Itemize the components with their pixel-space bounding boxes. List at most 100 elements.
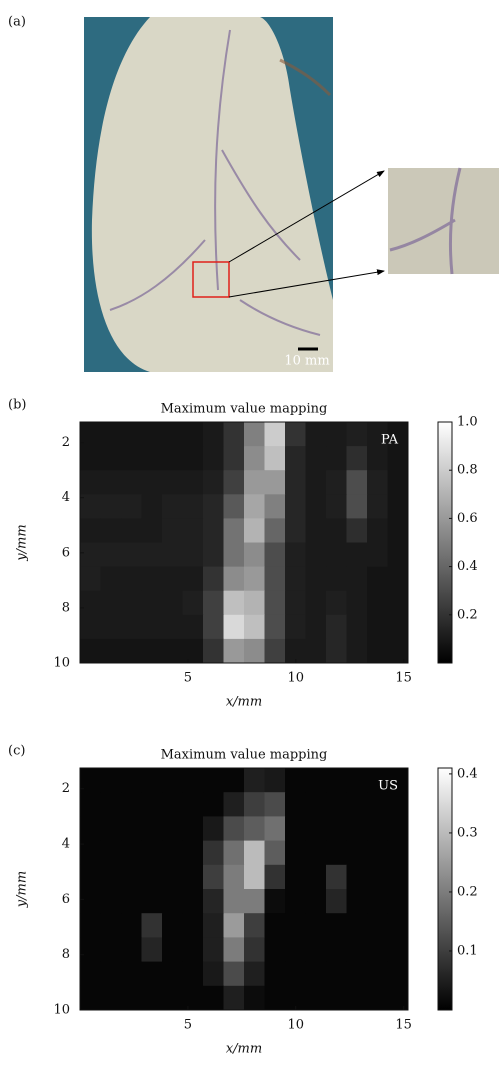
- heatmap-cell: [223, 840, 245, 866]
- heatmap-cell: [182, 422, 204, 447]
- y-tick-label: 8: [62, 947, 70, 962]
- heatmap-cell: [203, 518, 224, 543]
- y-tick-label: 8: [62, 600, 70, 615]
- heatmap-cell: [285, 494, 306, 519]
- heatmap-cell: [141, 889, 163, 914]
- scale-bar-label: 10 mm: [284, 354, 329, 369]
- heatmap-cell: [141, 864, 163, 890]
- heatmap-cell: [80, 566, 101, 592]
- heatmap-cell: [141, 768, 163, 793]
- heatmap-cell: [223, 816, 245, 842]
- heatmap-cell: [305, 864, 327, 890]
- heatmap-cell: [244, 768, 265, 793]
- colorbar: [437, 421, 453, 664]
- heatmap-cell: [141, 446, 163, 471]
- plot-frame: [79, 767, 409, 1011]
- heatmap-cell: [326, 638, 347, 664]
- heatmap-cell: [285, 937, 306, 963]
- heatmap-cell: [244, 889, 265, 914]
- heatmap-cell: [80, 889, 101, 914]
- heatmap-cell: [162, 816, 183, 842]
- heatmap-cell: [305, 638, 327, 664]
- heatmap-cell: [264, 422, 286, 447]
- heatmap-cell: [367, 937, 388, 963]
- heatmap-cell: [346, 470, 368, 495]
- heatmap-cell: [223, 913, 245, 938]
- heatmap-cell: [100, 961, 122, 987]
- colorbar-tick-label: 0.3: [457, 825, 478, 840]
- heatmap-cell: [387, 590, 409, 616]
- heatmap-cell: [285, 590, 306, 616]
- heatmap-cell: [80, 840, 101, 866]
- y-tick-label: 10: [53, 656, 70, 671]
- heatmap-cell: [305, 590, 327, 616]
- heatmap-cell: [162, 542, 183, 568]
- heatmap-cell: [305, 816, 327, 842]
- heatmap-cell: [305, 518, 327, 543]
- heatmap-cell: [182, 889, 204, 914]
- heatmap-cell: [223, 638, 245, 664]
- heatmap-cell: [264, 638, 286, 664]
- heatmap-cell: [80, 590, 101, 616]
- y-tick-label: 6: [62, 892, 70, 907]
- heatmap-cell: [100, 816, 122, 842]
- x-tick-label: 5: [184, 1018, 192, 1033]
- heatmap-cell: [387, 961, 409, 987]
- heatmap-cell: [141, 518, 163, 543]
- heatmap-cell: [326, 816, 347, 842]
- y-axis-label: y/mm: [15, 524, 30, 561]
- heatmap-cell: [346, 566, 368, 592]
- heatmap-cell: [100, 937, 122, 963]
- heatmap-cell: [223, 889, 245, 914]
- heatmap-cell: [285, 816, 306, 842]
- heatmap-cell: [141, 566, 163, 592]
- heatmap-cell: [346, 768, 368, 793]
- heatmap-cell: [285, 542, 306, 568]
- heatmap-cell: [346, 494, 368, 519]
- heatmap-cell: [223, 961, 245, 987]
- heatmap-cell: [141, 961, 163, 987]
- heatmap-cell: [223, 864, 245, 890]
- heatmap-cell: [387, 494, 409, 519]
- heatmap-cell: [182, 518, 204, 543]
- heatmap-cell: [121, 792, 142, 817]
- heatmap-cell: [141, 792, 163, 817]
- heatmap-cell: [162, 792, 183, 817]
- x-tick-label: 15: [395, 671, 412, 686]
- heatmap-cell: [100, 840, 122, 866]
- heatmap-cell: [223, 590, 245, 616]
- heatmap-cell: [121, 816, 142, 842]
- heatmap-cell: [326, 566, 347, 592]
- heatmap-cell: [80, 792, 101, 817]
- heatmap-cell: [203, 590, 224, 616]
- heatmap-cell: [244, 590, 265, 616]
- heatmap-cell: [100, 889, 122, 914]
- heatmap-cell: [285, 566, 306, 592]
- heatmap-cell: [244, 446, 265, 471]
- heatmap-cell: [244, 985, 265, 1011]
- heatmap-cell: [285, 470, 306, 495]
- heatmap-cell: [285, 614, 306, 640]
- heatmap-cell: [141, 840, 163, 866]
- heatmap-cell: [203, 422, 224, 447]
- heatmap-cell: [162, 470, 183, 495]
- heatmap-cell: [162, 985, 183, 1011]
- heatmap-cell: [223, 470, 245, 495]
- heatmap-cell: [121, 864, 142, 890]
- heatmap-cell: [121, 937, 142, 963]
- heatmap-cell: [141, 494, 163, 519]
- heatmap-cell: [387, 864, 409, 890]
- heatmap-cell: [121, 913, 142, 938]
- heatmap-cell: [346, 590, 368, 616]
- heatmap-cell: [285, 792, 306, 817]
- heatmap-cell: [387, 566, 409, 592]
- heatmap-cell: [100, 494, 122, 519]
- heatmap-cell: [326, 985, 347, 1011]
- heatmap-cell: [203, 985, 224, 1011]
- heatmap-cell: [305, 913, 327, 938]
- heatmap-cell: [387, 614, 409, 640]
- heatmap-cell: [141, 985, 163, 1011]
- heatmap-cell: [223, 937, 245, 963]
- panel-label: (c): [8, 744, 25, 759]
- colorbar-tick-label: 0.8: [457, 463, 478, 478]
